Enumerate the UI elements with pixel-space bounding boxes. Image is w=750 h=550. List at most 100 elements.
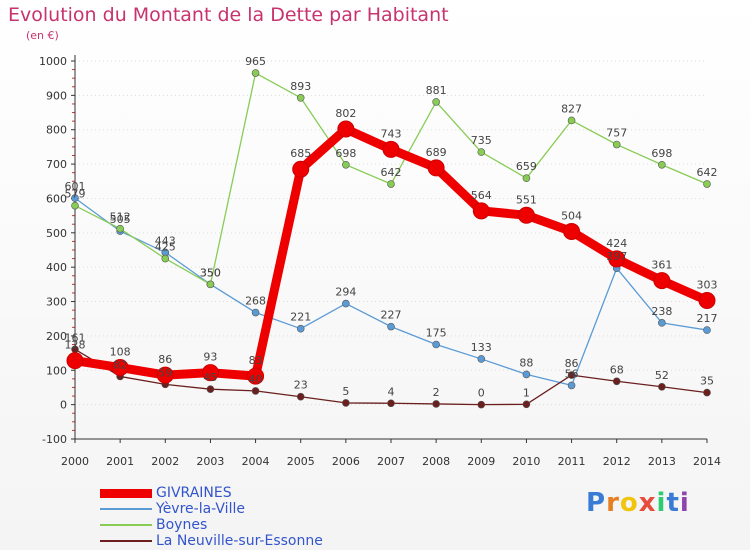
- data-label: 88: [519, 356, 533, 369]
- data-label: 881: [426, 84, 447, 97]
- data-point: [382, 140, 400, 158]
- data-label: 23: [294, 379, 308, 392]
- chart-title: Evolution du Montant de la Dette par Hab…: [8, 4, 449, 26]
- x-tick-label: 2010: [512, 455, 540, 468]
- data-label: 757: [606, 127, 627, 140]
- series-givraines: [66, 120, 716, 385]
- x-tick-label: 2004: [242, 455, 270, 468]
- x-tick-label: 2012: [603, 455, 631, 468]
- data-point: [111, 359, 129, 377]
- data-point: [296, 392, 305, 401]
- data-label: 424: [606, 237, 627, 250]
- data-point: [522, 174, 531, 182]
- x-tick-label: 2000: [61, 455, 89, 468]
- data-label: 268: [245, 295, 266, 308]
- legend-label: La Neuville-sur-Essonne: [156, 533, 323, 549]
- data-point: [658, 382, 666, 391]
- series-boynes: [71, 69, 711, 289]
- x-tick-label: 2003: [196, 455, 224, 468]
- y-tick-label: 400: [46, 261, 67, 274]
- y-tick-label: 0: [60, 399, 67, 412]
- data-label: 35: [700, 375, 714, 388]
- data-point: [201, 364, 219, 382]
- data-point: [658, 160, 666, 169]
- data-point: [517, 206, 535, 224]
- data-label: 512: [110, 211, 131, 224]
- data-label: 698: [651, 147, 672, 160]
- y-tick-label: 1000: [39, 55, 67, 68]
- data-point: [251, 308, 260, 317]
- logo-letter: t: [666, 488, 680, 518]
- data-point: [116, 224, 124, 233]
- logo-letter: r: [606, 488, 620, 518]
- data-point: [703, 326, 711, 334]
- logo-letter: o: [619, 488, 639, 518]
- x-tick-label: 2006: [332, 455, 360, 468]
- data-label: 82: [113, 358, 127, 371]
- data-label: 86: [565, 357, 579, 370]
- data-point: [251, 387, 260, 395]
- data-point: [71, 194, 79, 202]
- data-label: 52: [655, 369, 669, 382]
- data-point: [206, 385, 215, 393]
- data-point: [703, 180, 711, 188]
- data-label: 504: [561, 209, 582, 222]
- data-point: [66, 352, 84, 370]
- data-point: [251, 69, 260, 77]
- data-label: 350: [200, 266, 221, 279]
- data-point: [432, 400, 440, 408]
- data-point: [522, 370, 531, 379]
- logo-letter: x: [638, 488, 657, 518]
- data-point: [342, 299, 350, 308]
- legend-swatch: [100, 524, 152, 526]
- logo-letter: i: [679, 488, 690, 518]
- legend-label: GIVRAINES: [156, 485, 232, 501]
- data-point: [563, 222, 581, 240]
- data-point: [698, 292, 716, 310]
- data-label: 2: [433, 386, 440, 399]
- data-label: 425: [155, 241, 176, 254]
- data-label: 303: [697, 279, 718, 292]
- data-point: [477, 355, 486, 363]
- x-tick-label: 2009: [467, 455, 495, 468]
- y-tick-label: -100: [42, 433, 67, 446]
- data-label: 579: [65, 188, 86, 201]
- data-point: [567, 371, 576, 379]
- data-label: 443: [155, 234, 176, 247]
- legend-label: Boynes: [156, 517, 208, 533]
- data-point: [337, 120, 355, 138]
- logo-letter: P: [586, 488, 607, 518]
- proxiti-logo: Proxiti: [586, 488, 690, 518]
- data-label: 642: [697, 166, 718, 179]
- data-point: [292, 160, 310, 178]
- data-point: [653, 272, 671, 290]
- data-label: 601: [65, 180, 86, 193]
- x-tick-label: 2011: [558, 455, 586, 468]
- data-label: 965: [245, 55, 266, 68]
- x-tick-label: 2007: [377, 455, 405, 468]
- data-point: [161, 254, 170, 263]
- data-label: 40: [249, 373, 263, 386]
- data-point: [432, 98, 440, 106]
- data-point: [387, 322, 395, 331]
- data-point: [522, 400, 531, 409]
- data-label: 397: [606, 250, 627, 263]
- x-tick-label: 2005: [287, 455, 315, 468]
- x-tick-label: 2002: [151, 455, 179, 468]
- data-label: 564: [471, 189, 492, 202]
- x-tick-label: 2001: [106, 455, 134, 468]
- data-label: 294: [335, 286, 356, 299]
- data-label: 221: [290, 311, 311, 324]
- data-label: 56: [565, 367, 579, 380]
- data-label: 1: [523, 386, 530, 399]
- data-point: [206, 280, 215, 289]
- data-point: [612, 140, 621, 149]
- y-tick-label: 700: [46, 158, 67, 171]
- data-label: 350: [200, 266, 221, 279]
- y-tick-label: 600: [46, 192, 67, 205]
- data-label: 735: [471, 134, 492, 147]
- data-label: 827: [561, 102, 582, 115]
- logo-letter: i: [656, 488, 667, 518]
- data-point: [156, 366, 174, 384]
